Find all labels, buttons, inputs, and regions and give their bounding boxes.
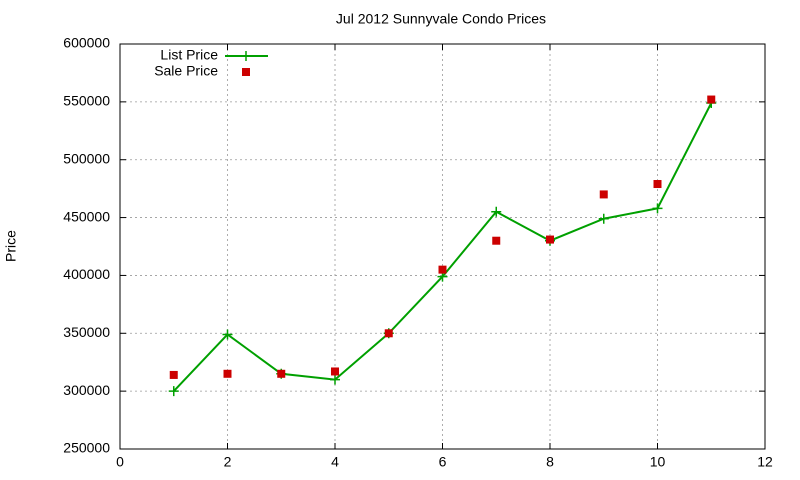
y-tick-label: 600000 bbox=[63, 35, 110, 51]
y-tick-label: 550000 bbox=[63, 93, 110, 109]
y-tick-label: 300000 bbox=[63, 382, 110, 398]
point-marker bbox=[598, 213, 609, 224]
point-marker bbox=[277, 369, 286, 378]
legend-label: List Price bbox=[160, 47, 218, 63]
x-tick-label: 6 bbox=[439, 454, 447, 470]
y-tick-label: 500000 bbox=[63, 150, 110, 166]
y-tick-label: 250000 bbox=[63, 440, 110, 456]
point-marker bbox=[492, 236, 501, 245]
point-marker bbox=[169, 370, 178, 379]
x-tick-label: 12 bbox=[757, 454, 773, 470]
point-marker bbox=[652, 203, 663, 214]
point-marker bbox=[438, 265, 447, 274]
x-tick-label: 4 bbox=[331, 454, 339, 470]
y-tick-label: 450000 bbox=[63, 208, 110, 224]
legend-marker bbox=[242, 68, 250, 76]
point-marker bbox=[384, 329, 393, 338]
point-marker bbox=[330, 374, 340, 385]
y-axis-label: Price bbox=[3, 230, 19, 262]
point-marker bbox=[546, 235, 554, 244]
point-marker bbox=[707, 95, 716, 104]
point-marker bbox=[653, 180, 662, 189]
x-tick-label: 0 bbox=[116, 454, 124, 470]
plot-frame bbox=[119, 43, 766, 450]
legend-marker bbox=[241, 51, 251, 61]
x-tick-label: 8 bbox=[546, 454, 554, 470]
point-marker bbox=[599, 190, 608, 199]
data-line bbox=[173, 102, 713, 392]
x-tick-label: 10 bbox=[650, 454, 666, 470]
point-marker bbox=[331, 367, 339, 376]
y-tick-label: 350000 bbox=[63, 324, 110, 340]
point-marker bbox=[222, 329, 233, 340]
chart-title: Jul 2012 Sunnyvale Condo Prices bbox=[336, 11, 546, 27]
point-marker bbox=[223, 369, 232, 378]
y-tick-label: 400000 bbox=[63, 266, 110, 282]
point-marker bbox=[491, 206, 502, 217]
point-marker bbox=[168, 386, 179, 397]
x-tick-label: 2 bbox=[224, 454, 232, 470]
legend-label: Sale Price bbox=[154, 63, 218, 79]
